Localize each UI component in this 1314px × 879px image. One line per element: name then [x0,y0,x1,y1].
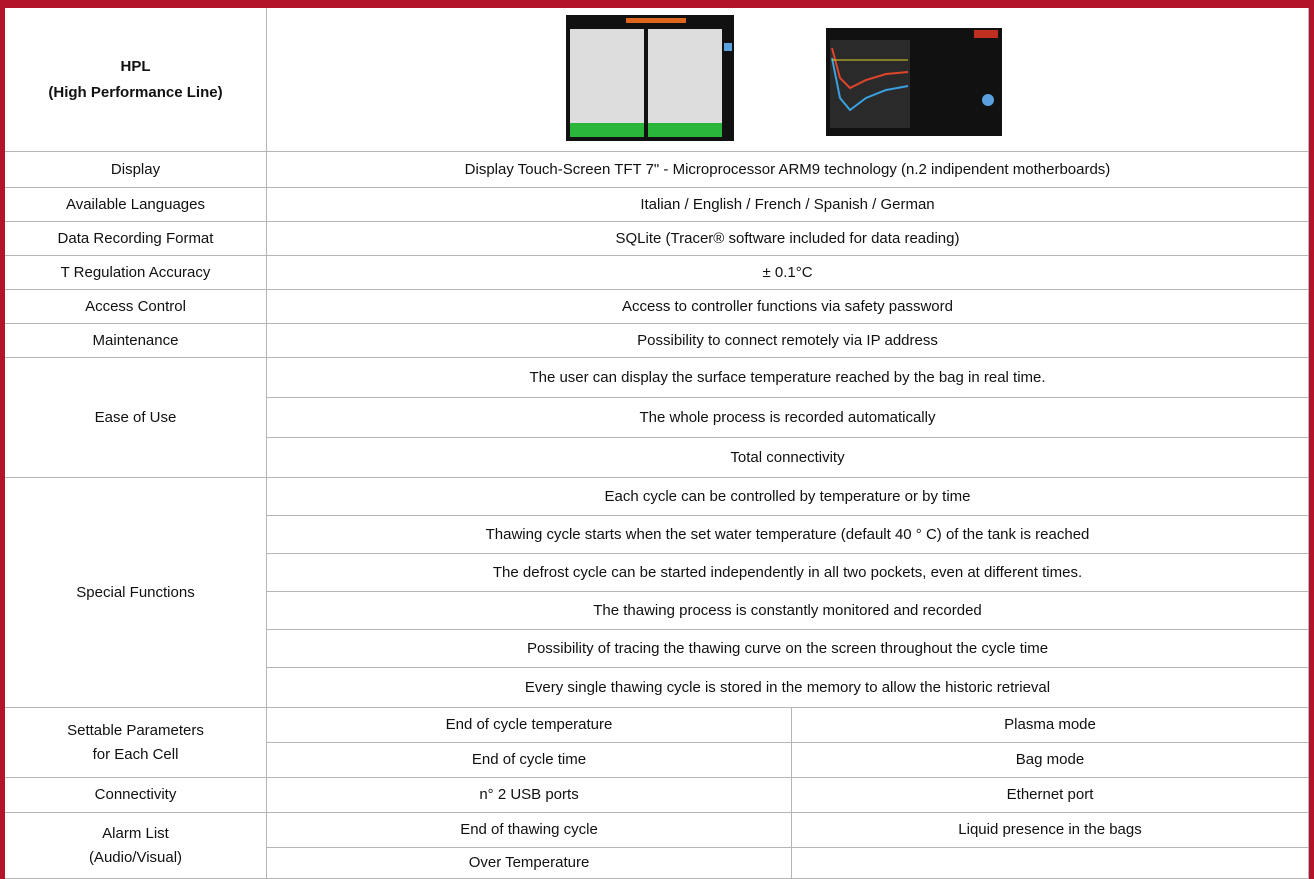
cell: Ethernet port [792,778,1309,813]
row-label: Data Recording Format [5,222,267,256]
cell: Each cycle can be controlled by temperat… [267,478,1309,516]
cell-text: T Regulation Accuracy [61,261,211,285]
cell-text: Each cycle can be controlled by temperat… [604,485,970,509]
cell: n° 2 USB ports [267,778,792,813]
row-label: Ease of Use [5,358,267,478]
cell-text: Display Touch-Screen TFT 7" - Microproce… [465,158,1111,182]
page: HPL(High Performance Line) Display Display… [0,0,1314,879]
row-label: Alarm List(Audio/Visual) [5,813,267,879]
cell: Italian / English / French / Spanish / G… [267,188,1309,222]
cell-text: (Audio/Visual) [89,846,182,870]
cell-text: Data Recording Format [58,227,214,251]
cell-text: Ethernet port [1007,783,1094,807]
cell-text: SQLite (Tracer® software included for da… [616,227,960,251]
cell-text: Access Control [85,295,186,319]
cell: Thawing cycle starts when the set water … [267,516,1309,554]
cell-text: Special Functions [76,581,194,605]
cell: End of thawing cycle [267,813,792,848]
cell: ± 0.1°C [267,256,1309,290]
cell-text: Display [111,158,160,182]
cell: Access to controller functions via safet… [267,290,1309,324]
cell-text: n° 2 USB ports [479,783,578,807]
cell-text: Available Languages [66,193,205,217]
cell: End of cycle time [267,743,792,778]
cell: Possibility of tracing the thawing curve… [267,630,1309,668]
cell: Total connectivity [267,438,1309,478]
cell-text: Thawing cycle starts when the set water … [486,523,1090,547]
row-label: Special Functions [5,478,267,708]
row-label: Display [5,152,267,188]
cell-text: The defrost cycle can be started indepen… [493,561,1082,585]
header-images [267,8,1309,152]
cell: Liquid presence in the bags [792,813,1309,848]
cell: The defrost cycle can be started indepen… [267,554,1309,592]
cell-text: The whole process is recorded automatica… [640,406,936,430]
cell-text: Maintenance [93,329,179,353]
cell-text: The thawing process is constantly monito… [593,599,982,623]
cell: Possibility to connect remotely via IP a… [267,324,1309,358]
cell: Plasma mode [792,708,1309,743]
cell: End of cycle temperature [267,708,792,743]
row-label: Access Control [5,290,267,324]
cell: The thawing process is constantly monito… [267,592,1309,630]
cell-text: ± 0.1°C [762,261,812,285]
frame-top [0,0,1314,8]
cell-text: Connectivity [95,783,177,807]
cell-text: Bag mode [1016,748,1084,772]
cell: Over Temperature [267,848,792,879]
cell: The whole process is recorded automatica… [267,398,1309,438]
frame-right [1309,0,1314,879]
cell-text: Italian / English / French / Spanish / G… [640,193,934,217]
header-label: HPL(High Performance Line) [5,8,267,152]
cell: SQLite (Tracer® software included for da… [267,222,1309,256]
cell-text: The user can display the surface tempera… [529,366,1045,390]
cell-text: End of cycle temperature [446,713,613,737]
cell-text: Total connectivity [730,446,844,470]
cell-text: End of cycle time [472,748,586,772]
cell: Bag mode [792,743,1309,778]
row-label: Maintenance [5,324,267,358]
row-label: T Regulation Accuracy [5,256,267,290]
cell-text: End of thawing cycle [460,818,598,842]
cell: The user can display the surface tempera… [267,358,1309,398]
cell-text: Alarm List [102,822,169,846]
cell-text: for Each Cell [93,743,179,767]
cell: Every single thawing cycle is stored in … [267,668,1309,708]
cell-text: (High Performance Line) [48,80,222,106]
cell-text: Settable Parameters [67,719,204,743]
cell-text: Ease of Use [95,406,177,430]
cell-text: Liquid presence in the bags [958,818,1141,842]
cell-text: HPL [121,54,151,80]
cell-text: Access to controller functions via safet… [622,295,953,319]
cell-text: Every single thawing cycle is stored in … [525,676,1050,700]
cell-text: Plasma mode [1004,713,1096,737]
cell-text: Possibility of tracing the thawing curve… [527,637,1048,661]
cell-text: Possibility to connect remotely via IP a… [637,329,938,353]
row-label: Available Languages [5,188,267,222]
row-label: Connectivity [5,778,267,813]
cell [792,848,1309,879]
cell-text: Over Temperature [469,851,590,875]
cell: Display Touch-Screen TFT 7" - Microproce… [267,152,1309,188]
